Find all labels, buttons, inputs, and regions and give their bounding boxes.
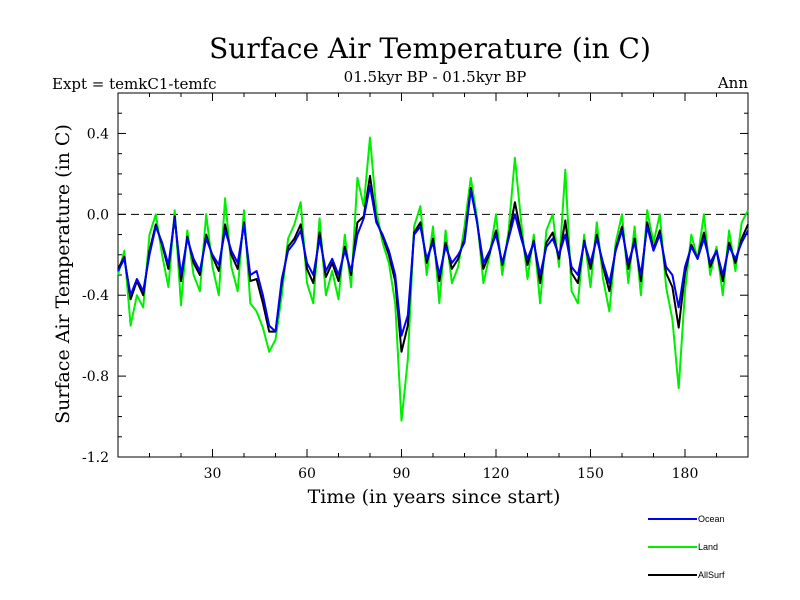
- x-tick-label: 180: [672, 466, 699, 482]
- y-tick-label: 0.0: [87, 207, 109, 223]
- plot-frame: [117, 92, 749, 458]
- x-tick-label: 120: [483, 466, 510, 482]
- x-axis-label: Time (in years since start): [308, 486, 561, 508]
- x-tick-label: 150: [577, 466, 604, 482]
- y-tick-label: -0.4: [82, 288, 109, 304]
- period-label: 01.5kyr BP - 01.5kyr BP: [344, 68, 527, 86]
- season-label: Ann: [717, 74, 748, 92]
- experiment-label: Expt = temkC1-temfc: [52, 75, 217, 93]
- y-axis-label: Surface Air Temperature (in C): [52, 124, 74, 424]
- chart-title: Surface Air Temperature (in C): [209, 32, 651, 65]
- x-tick-label: 60: [298, 466, 316, 482]
- legend-label-ocean: Ocean: [698, 514, 725, 524]
- x-tick-label: 90: [393, 466, 411, 482]
- y-tick-label: -1.2: [82, 450, 109, 466]
- legend-label-land: Land: [698, 542, 718, 552]
- series-lines: [117, 136, 749, 422]
- y-tick-label: 0.4: [87, 126, 109, 142]
- y-tick-label: -0.8: [82, 369, 109, 385]
- axis-ticks: [118, 92, 748, 458]
- legend: Ocean Land AllSurf: [648, 514, 725, 580]
- y-tick-labels: 0.4 0.0 -0.4 -0.8 -1.2: [82, 126, 109, 466]
- x-tick-label: 30: [204, 466, 222, 482]
- series-line-ocean: [117, 185, 749, 337]
- series-line-land: [117, 136, 749, 422]
- x-tick-labels: 30 60 90 120 150 180: [204, 466, 699, 482]
- legend-label-allsurf: AllSurf: [698, 570, 725, 580]
